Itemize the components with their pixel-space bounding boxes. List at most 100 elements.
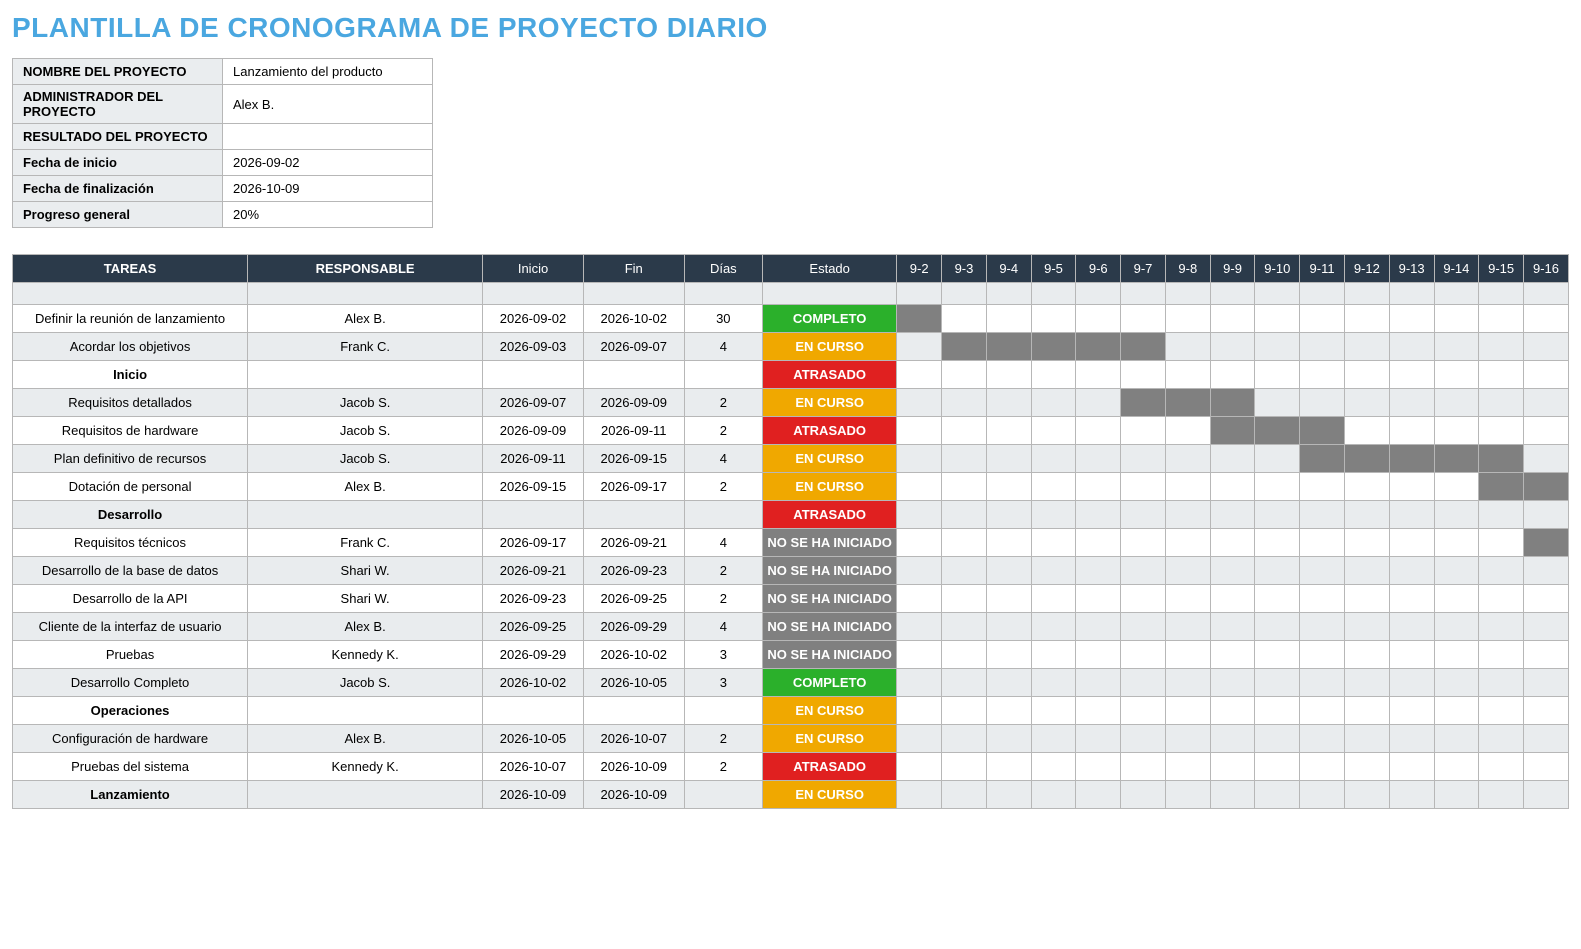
meta-value[interactable]: 2026-09-02 (223, 150, 433, 176)
cell[interactable]: Alex B. (248, 473, 483, 501)
cell[interactable]: Requisitos técnicos (13, 529, 248, 557)
cell[interactable]: 4 (684, 613, 762, 641)
cell[interactable]: 2026-09-15 (483, 473, 584, 501)
cell[interactable]: 2026-09-07 (583, 333, 684, 361)
cell[interactable]: Operaciones (13, 697, 248, 725)
cell[interactable]: 2026-09-29 (583, 613, 684, 641)
status-cell[interactable]: ATRASADO (762, 361, 896, 389)
meta-value[interactable]: 2026-10-09 (223, 176, 433, 202)
cell[interactable]: Shari W. (248, 585, 483, 613)
cell[interactable]: 2026-09-29 (483, 641, 584, 669)
cell[interactable] (583, 501, 684, 529)
cell[interactable]: Acordar los objetivos (13, 333, 248, 361)
cell[interactable]: 2026-10-09 (483, 781, 584, 809)
cell[interactable]: Alex B. (248, 725, 483, 753)
cell[interactable]: 2026-10-05 (583, 669, 684, 697)
cell[interactable] (483, 361, 584, 389)
cell[interactable]: Jacob S. (248, 669, 483, 697)
cell[interactable] (483, 697, 584, 725)
cell[interactable] (583, 361, 684, 389)
cell[interactable]: Alex B. (248, 613, 483, 641)
cell[interactable]: Frank C. (248, 333, 483, 361)
cell[interactable]: Kennedy K. (248, 641, 483, 669)
cell[interactable]: 2026-09-17 (483, 529, 584, 557)
cell[interactable]: 2026-09-23 (483, 585, 584, 613)
status-cell[interactable]: NO SE HA INICIADO (762, 557, 896, 585)
cell[interactable]: 2026-09-02 (483, 305, 584, 333)
cell[interactable]: 2 (684, 557, 762, 585)
cell[interactable] (248, 501, 483, 529)
status-cell[interactable]: NO SE HA INICIADO (762, 529, 896, 557)
cell[interactable]: 2026-09-25 (483, 613, 584, 641)
cell[interactable]: 4 (684, 529, 762, 557)
cell[interactable]: Configuración de hardware (13, 725, 248, 753)
cell[interactable]: Requisitos detallados (13, 389, 248, 417)
status-cell[interactable]: ATRASADO (762, 753, 896, 781)
cell[interactable]: 2026-09-09 (483, 417, 584, 445)
cell[interactable]: 2026-10-02 (583, 305, 684, 333)
cell[interactable]: 2026-09-09 (583, 389, 684, 417)
cell[interactable]: Cliente de la interfaz de usuario (13, 613, 248, 641)
meta-value[interactable]: Alex B. (223, 85, 433, 124)
status-cell[interactable]: NO SE HA INICIADO (762, 613, 896, 641)
cell[interactable]: 2026-10-07 (483, 753, 584, 781)
cell[interactable]: Desarrollo (13, 501, 248, 529)
status-cell[interactable]: EN CURSO (762, 781, 896, 809)
cell[interactable]: 2026-09-25 (583, 585, 684, 613)
cell[interactable]: 30 (684, 305, 762, 333)
cell[interactable]: 2026-09-03 (483, 333, 584, 361)
cell[interactable]: 2026-09-21 (483, 557, 584, 585)
status-cell[interactable]: EN CURSO (762, 389, 896, 417)
status-cell[interactable]: EN CURSO (762, 445, 896, 473)
cell[interactable] (248, 361, 483, 389)
cell[interactable]: Desarrollo de la API (13, 585, 248, 613)
cell[interactable]: 2026-10-02 (583, 641, 684, 669)
cell[interactable]: 3 (684, 641, 762, 669)
cell[interactable]: 2026-09-15 (583, 445, 684, 473)
cell[interactable]: 2026-09-11 (483, 445, 584, 473)
status-cell[interactable]: EN CURSO (762, 333, 896, 361)
cell[interactable]: 2 (684, 473, 762, 501)
cell[interactable]: Frank C. (248, 529, 483, 557)
cell[interactable]: 2026-10-07 (583, 725, 684, 753)
cell[interactable]: 2026-10-09 (583, 781, 684, 809)
cell[interactable]: 2 (684, 753, 762, 781)
cell[interactable]: Alex B. (248, 305, 483, 333)
cell[interactable]: 2026-09-21 (583, 529, 684, 557)
cell[interactable]: Desarrollo Completo (13, 669, 248, 697)
status-cell[interactable]: EN CURSO (762, 473, 896, 501)
cell[interactable]: Jacob S. (248, 417, 483, 445)
cell[interactable]: 4 (684, 333, 762, 361)
meta-value[interactable]: Lanzamiento del producto (223, 59, 433, 85)
meta-value[interactable]: 20% (223, 202, 433, 228)
cell[interactable] (684, 697, 762, 725)
cell[interactable]: Pruebas del sistema (13, 753, 248, 781)
cell[interactable]: 2026-09-23 (583, 557, 684, 585)
status-cell[interactable]: COMPLETO (762, 669, 896, 697)
cell[interactable] (248, 697, 483, 725)
cell[interactable]: 2026-09-07 (483, 389, 584, 417)
cell[interactable]: Dotación de personal (13, 473, 248, 501)
cell[interactable]: 2 (684, 725, 762, 753)
status-cell[interactable]: COMPLETO (762, 305, 896, 333)
cell[interactable]: 2 (684, 389, 762, 417)
cell[interactable]: 2026-10-02 (483, 669, 584, 697)
status-cell[interactable]: NO SE HA INICIADO (762, 641, 896, 669)
cell[interactable]: 2026-09-17 (583, 473, 684, 501)
cell[interactable] (684, 501, 762, 529)
cell[interactable]: 3 (684, 669, 762, 697)
cell[interactable]: Requisitos de hardware (13, 417, 248, 445)
cell[interactable]: 4 (684, 445, 762, 473)
cell[interactable]: Desarrollo de la base de datos (13, 557, 248, 585)
cell[interactable]: 2026-10-09 (583, 753, 684, 781)
cell[interactable]: 2 (684, 417, 762, 445)
cell[interactable]: 2 (684, 585, 762, 613)
cell[interactable] (583, 697, 684, 725)
cell[interactable]: Kennedy K. (248, 753, 483, 781)
cell[interactable] (483, 501, 584, 529)
cell[interactable] (684, 361, 762, 389)
cell[interactable]: 2026-09-11 (583, 417, 684, 445)
meta-value[interactable] (223, 124, 433, 150)
status-cell[interactable]: ATRASADO (762, 501, 896, 529)
status-cell[interactable]: NO SE HA INICIADO (762, 585, 896, 613)
